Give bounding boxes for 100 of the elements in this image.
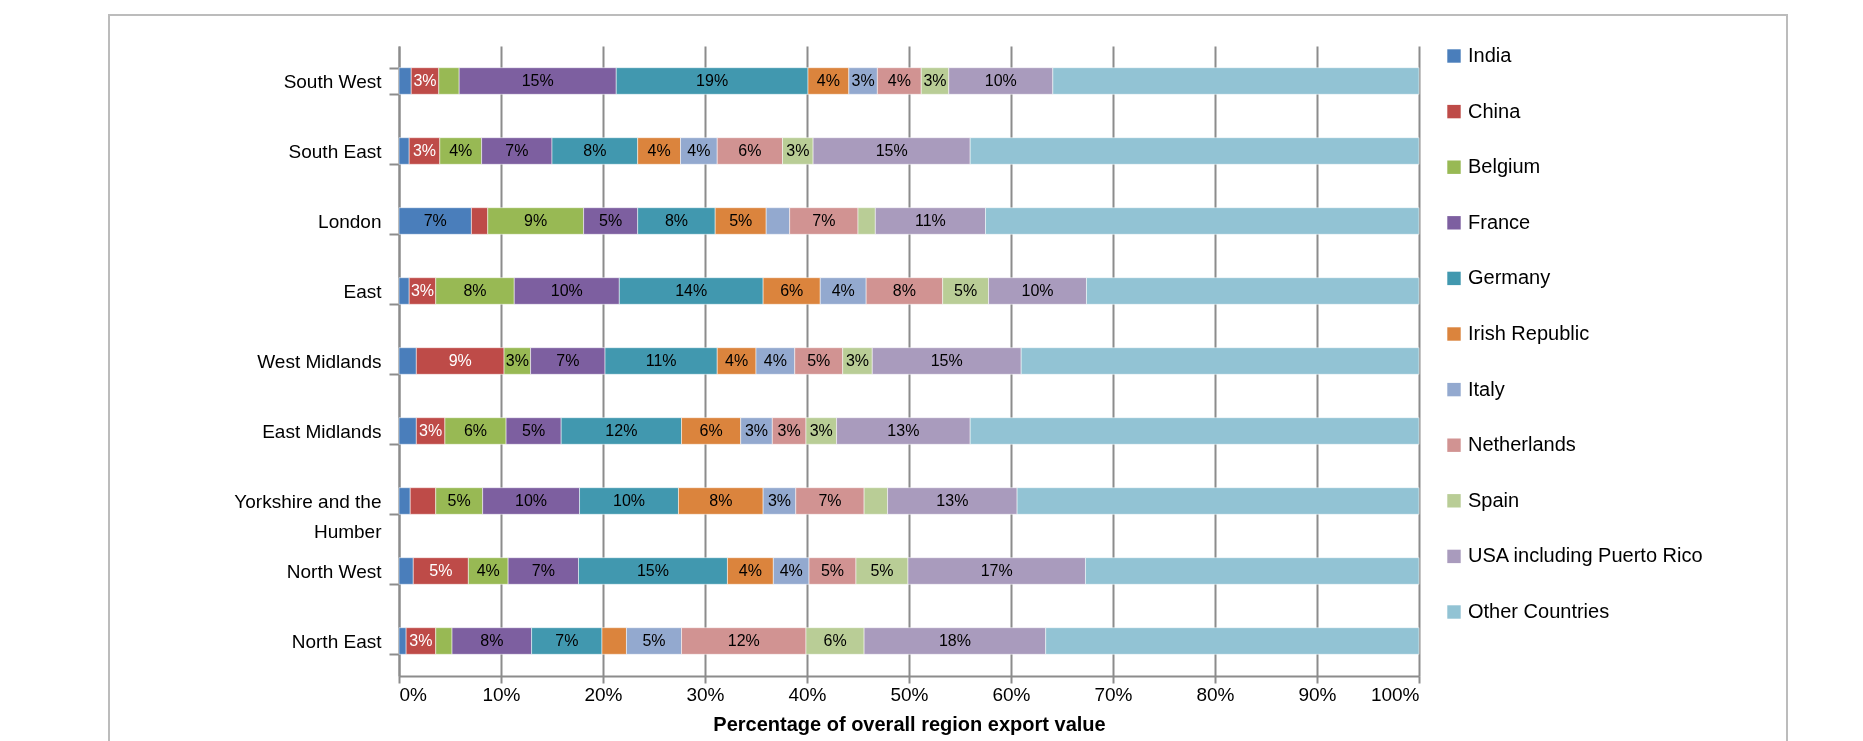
data-label: 7% — [423, 212, 447, 229]
x-tick-label: 20% — [584, 683, 623, 705]
legend-label: Netherlands — [1468, 433, 1576, 456]
data-label: 6% — [780, 282, 804, 299]
x-tick-label: 90% — [1298, 683, 1337, 705]
data-label: 6% — [823, 632, 847, 649]
data-label: 3% — [505, 352, 529, 369]
legend-label: USA including Puerto Rico — [1468, 544, 1703, 567]
data-label: 3% — [777, 422, 801, 439]
data-label: 3% — [409, 632, 433, 649]
data-label: 15% — [521, 72, 554, 89]
y-tick-label: North East — [291, 630, 383, 652]
data-label: 5% — [954, 282, 978, 299]
y-tick-label: North West — [286, 560, 383, 582]
data-label: 3% — [744, 422, 769, 439]
data-label: 10% — [1021, 282, 1054, 299]
x-tick-label: 70% — [1094, 683, 1133, 705]
data-label: 6% — [738, 142, 762, 159]
data-label: 13% — [936, 492, 969, 509]
data-label: 19% — [696, 72, 729, 89]
data-label: 4% — [738, 562, 762, 579]
data-label: 3% — [412, 142, 437, 159]
data-label: 3% — [809, 422, 833, 439]
data-label: 17% — [980, 562, 1013, 579]
data-label: 5% — [642, 632, 666, 649]
legend-label: Irish Republic — [1468, 322, 1590, 344]
data-label: 5% — [870, 562, 894, 579]
data-label: 6% — [699, 422, 723, 439]
x-tick-label: 40% — [788, 683, 827, 705]
data-label: 9% — [448, 352, 472, 369]
x-axis-title: Percentage of overall region export value — [713, 712, 1106, 735]
data-label: 5% — [447, 492, 471, 509]
x-tick-label: 0% — [399, 683, 428, 705]
legend-label: India — [1468, 44, 1513, 66]
data-label: 10% — [984, 72, 1017, 89]
x-tick-label: 10% — [482, 683, 521, 705]
data-label: 4% — [887, 72, 911, 89]
data-label: 7% — [812, 212, 836, 229]
data-label: 11% — [645, 352, 677, 369]
data-label: 3% — [413, 72, 437, 89]
data-label: 5% — [522, 422, 546, 439]
data-label: 3% — [923, 72, 947, 89]
data-label: 7% — [556, 352, 580, 369]
data-label: 8% — [480, 632, 504, 649]
data-label: 8% — [463, 282, 487, 299]
data-label: 4% — [831, 282, 855, 299]
data-label: 5% — [807, 352, 831, 369]
data-label: 4% — [476, 562, 500, 579]
y-tick-label: London — [318, 210, 382, 232]
legend-label: Italy — [1468, 377, 1505, 400]
legend-label: Other Countries — [1468, 600, 1610, 622]
data-label: 15% — [930, 352, 963, 369]
data-label: 7% — [531, 562, 555, 579]
data-label: 15% — [636, 562, 669, 579]
data-label: 4% — [763, 352, 787, 369]
data-label: 12% — [727, 632, 760, 649]
data-label: 15% — [875, 142, 908, 159]
data-label: 4% — [725, 352, 749, 369]
legend-label: Belgium — [1468, 155, 1541, 178]
data-label: 10% — [515, 492, 548, 509]
data-label: 7% — [555, 632, 579, 649]
legend-label: Spain — [1468, 488, 1520, 511]
data-label: 7% — [818, 492, 842, 509]
x-tick-label: 30% — [686, 683, 725, 705]
y-tick-label: West Midlands — [257, 350, 382, 372]
data-label: 12% — [605, 422, 638, 439]
data-label: 11% — [915, 212, 946, 229]
y-tick-label: South East — [288, 140, 383, 162]
data-label: 4% — [449, 142, 473, 159]
x-tick-label: 60% — [992, 683, 1031, 705]
data-label: 4% — [647, 142, 671, 159]
y-tick-label: East — [343, 280, 383, 302]
data-label: 4% — [779, 562, 803, 579]
legend-label: China — [1468, 99, 1522, 122]
data-label: 8% — [583, 142, 607, 159]
data-label: 14% — [675, 282, 708, 299]
legend-label: Germany — [1468, 266, 1551, 289]
data-label: 5% — [429, 562, 453, 579]
data-label: 5% — [820, 562, 845, 579]
data-label: 7% — [505, 142, 529, 159]
data-label: 10% — [612, 492, 646, 509]
data-label: 13% — [887, 422, 920, 439]
x-tick-label: 100% — [1370, 683, 1420, 705]
y-tick-label: East Midlands — [262, 420, 382, 442]
legend-label: France — [1468, 210, 1531, 233]
data-label: 8% — [664, 212, 688, 229]
data-label: 3% — [767, 492, 792, 509]
data-label: 3% — [410, 282, 435, 299]
data-label: 8% — [892, 282, 916, 299]
data-label: 6% — [463, 422, 488, 439]
data-label: 10% — [550, 282, 583, 299]
data-label: 8% — [709, 492, 733, 509]
x-tick-label: 50% — [890, 683, 929, 705]
data-label: 5% — [599, 212, 623, 229]
y-tick-label: Yorkshire and the Humber — [234, 490, 383, 542]
data-label: 9% — [524, 212, 548, 229]
data-label: 4% — [816, 72, 840, 89]
data-label: 3% — [851, 72, 875, 89]
data-label: 18% — [938, 632, 971, 649]
x-tick-label: 80% — [1196, 683, 1235, 705]
